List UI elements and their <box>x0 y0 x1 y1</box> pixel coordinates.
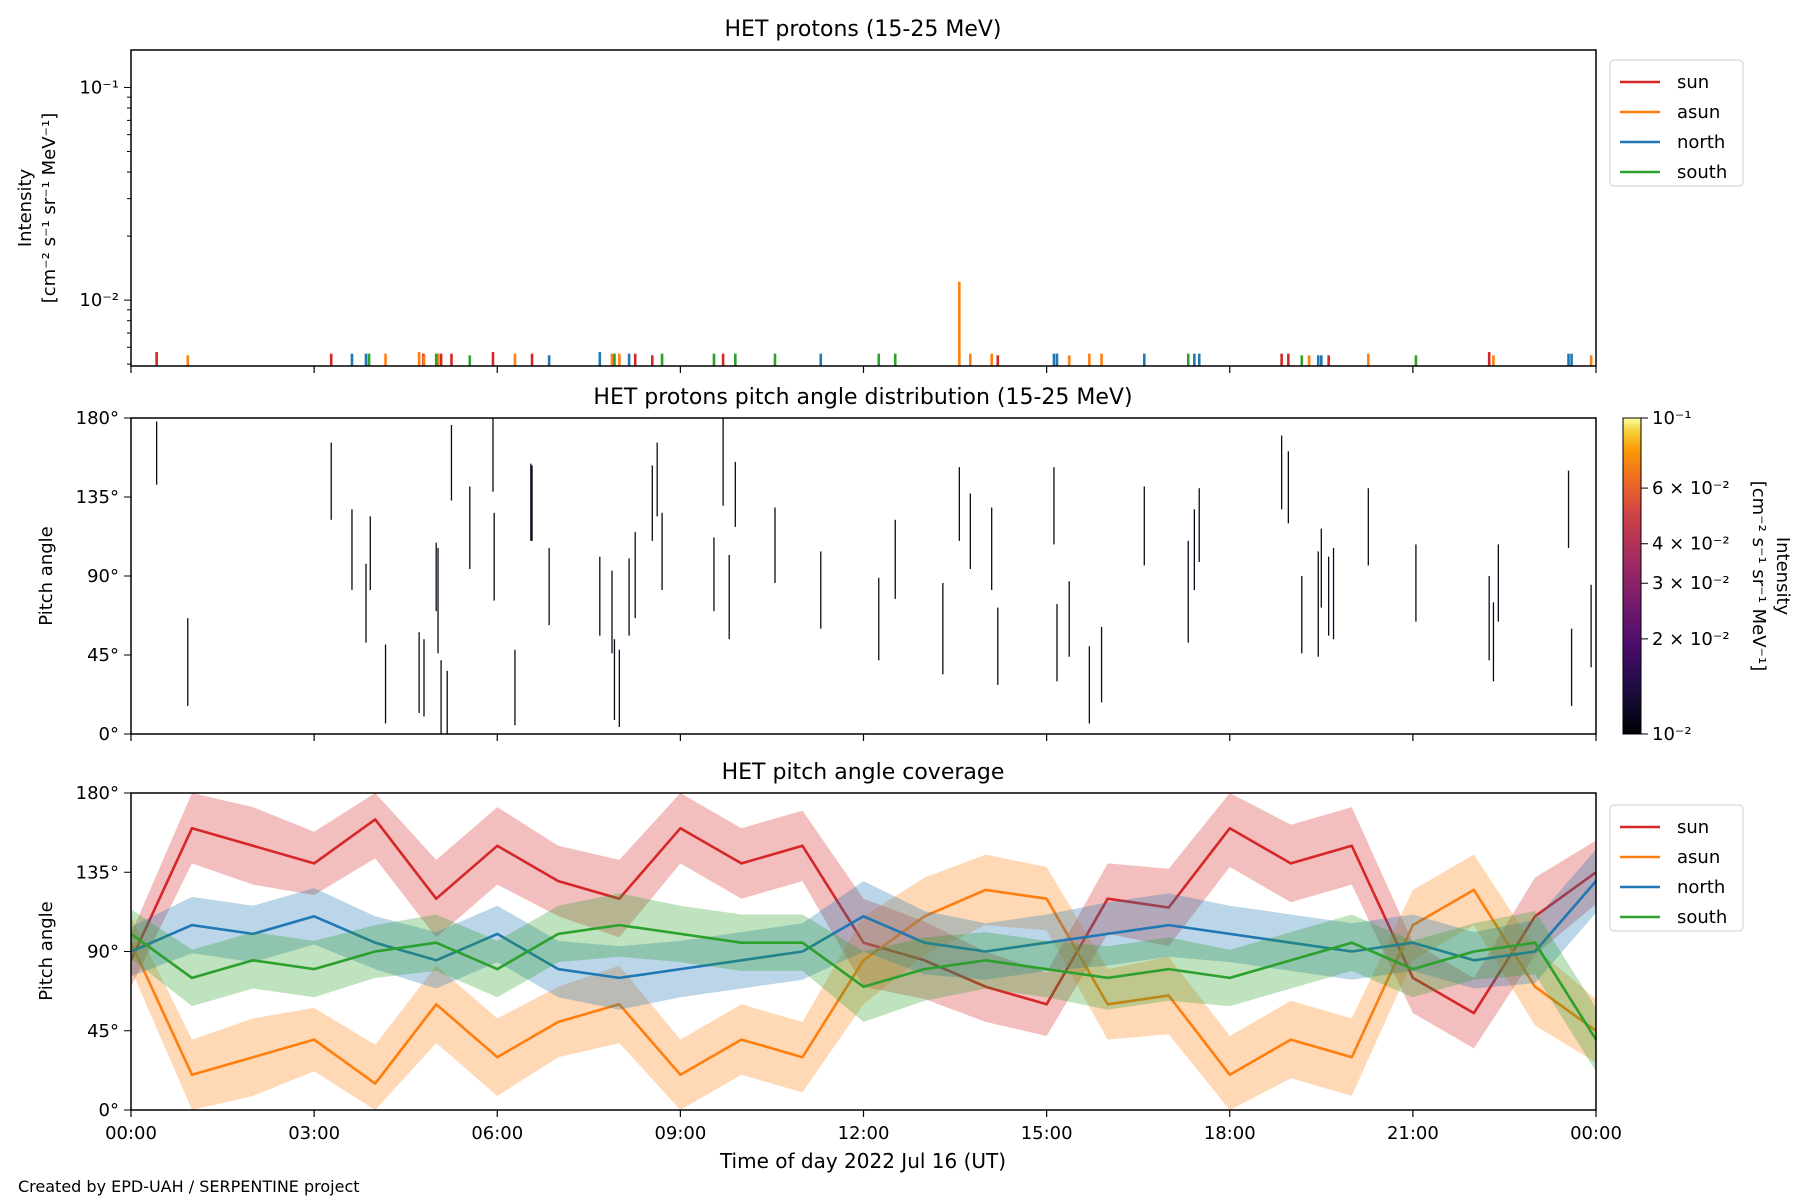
x-tick-label: 21:00 <box>1387 1123 1439 1144</box>
panel-1-marks <box>155 281 1593 366</box>
legend-label-asun: asun <box>1677 102 1720 123</box>
legend-label-asun: asun <box>1677 847 1720 868</box>
panel-3-legend: sun asun north south <box>1609 804 1744 932</box>
colorbar-label-line2: [cm⁻² s⁻¹ sr⁻¹ MeV⁻¹] <box>1748 481 1769 672</box>
x-tick-label: 15:00 <box>1021 1123 1073 1144</box>
panel-3-axes: 00:00 03:00 06:00 09:00 12:00 15:00 18:00 21:00… <box>76 783 1622 1144</box>
panel-2-title: HET protons pitch angle distribution (15… <box>593 385 1132 410</box>
x-tick-label: 00:00 <box>105 1123 157 1144</box>
y-tick-label: 10⁻¹ <box>79 77 119 98</box>
panel-3-title: HET pitch angle coverage <box>722 760 1005 785</box>
y-tick-label: 0° <box>99 1100 119 1121</box>
legend-box <box>1609 59 1744 187</box>
panel-1-ylabel-line2: [cm⁻² s⁻¹ sr⁻¹ MeV⁻¹] <box>39 113 60 304</box>
colorbar-tick-label: 2 × 10⁻² <box>1652 629 1730 650</box>
colorbar: 10⁻¹ 6 × 10⁻² 4 × 10⁻² 3 × 10⁻² 2 × 10⁻² 10⁻²… <box>1622 408 1793 745</box>
panel-1-legend: sun asun north south <box>1609 59 1744 187</box>
y-tick-label: 45° <box>87 645 119 666</box>
y-tick-label: 45° <box>87 1021 119 1042</box>
x-tick-label: 00:00 <box>1570 1123 1622 1144</box>
y-tick-label: 135° <box>76 862 119 883</box>
colorbar-tick-label: 10⁻¹ <box>1652 408 1692 429</box>
coverage-line-north <box>131 880 1596 980</box>
panel-2-ylabel: Pitch angle <box>36 526 57 625</box>
coverage-band-asun <box>131 854 1596 1110</box>
coverage-band-south <box>131 893 1596 1072</box>
colorbar-tick-label: 6 × 10⁻² <box>1652 478 1730 499</box>
x-tick-label: 18:00 <box>1204 1123 1256 1144</box>
panel-1-frame <box>130 49 1597 367</box>
colorbar-gradient <box>1622 417 1642 735</box>
panel-pad: HET protons pitch angle distribution (15… <box>36 385 1793 745</box>
coverage-line-asun <box>131 888 1596 1085</box>
x-axis-label: Time of day 2022 Jul 16 (UT) <box>719 1149 1006 1173</box>
legend-label-north: north <box>1677 132 1725 153</box>
coverage-line-south <box>131 923 1596 1041</box>
panel-coverage: HET pitch angle coverage Pitch angle 00:… <box>36 760 1744 1144</box>
panel-3-marks <box>131 793 1596 1110</box>
panel-2-marks <box>155 418 1592 734</box>
coverage-band-north <box>131 849 1596 1010</box>
colorbar-label: Intensity [cm⁻² s⁻¹ sr⁻¹ MeV⁻¹] <box>1748 481 1793 672</box>
panel-1-ylabel: Intensity [cm⁻² s⁻¹ sr⁻¹ MeV⁻¹] <box>15 113 60 304</box>
legend-label-north: north <box>1677 877 1725 898</box>
colorbar-tick-label: 10⁻² <box>1652 724 1692 745</box>
panel-intensity: HET protons (15-25 MeV) Intensity [cm⁻² … <box>15 17 1744 373</box>
x-tick-label: 03:00 <box>288 1123 340 1144</box>
coverage-line-sun <box>131 818 1596 1015</box>
colorbar-tick-label: 3 × 10⁻² <box>1652 573 1730 594</box>
legend-label-sun: sun <box>1677 817 1709 838</box>
x-tick-label: 12:00 <box>838 1123 890 1144</box>
panel-1-title: HET protons (15-25 MeV) <box>725 17 1002 42</box>
legend-box <box>1609 804 1744 932</box>
legend-label-south: south <box>1677 907 1727 928</box>
legend-label-south: south <box>1677 162 1727 183</box>
y-tick-label: 90° <box>87 566 119 587</box>
x-tick-label: 06:00 <box>471 1123 523 1144</box>
colorbar-label-line1: Intensity <box>1772 537 1793 616</box>
panel-2-frame <box>130 417 1597 735</box>
credit-text: Created by EPD-UAH / SERPENTINE project <box>18 1177 360 1196</box>
coverage-band-sun <box>131 793 1596 1049</box>
panel-3-ylabel: Pitch angle <box>36 901 57 1000</box>
legend-label-sun: sun <box>1677 72 1709 93</box>
colorbar-ticks: 10⁻¹ 6 × 10⁻² 4 × 10⁻² 3 × 10⁻² 2 × 10⁻² 10⁻² <box>1641 408 1730 745</box>
panel-2-axes: 0° 45° 90° 135° 180° <box>76 408 1597 745</box>
colorbar-tick-label: 4 × 10⁻² <box>1652 534 1730 555</box>
panel-1-axes: 10⁻¹ 10⁻² <box>79 77 1597 373</box>
panel-1-ylabel-line1: Intensity <box>15 168 36 247</box>
y-tick-label: 135° <box>76 487 119 508</box>
y-tick-label: 10⁻² <box>79 290 119 311</box>
y-tick-label: 90° <box>87 942 119 963</box>
y-tick-label: 0° <box>99 724 119 745</box>
y-tick-label: 180° <box>76 783 119 804</box>
x-tick-label: 09:00 <box>654 1123 706 1144</box>
panel-3-frame <box>130 792 1597 1111</box>
y-tick-label: 180° <box>76 408 119 429</box>
